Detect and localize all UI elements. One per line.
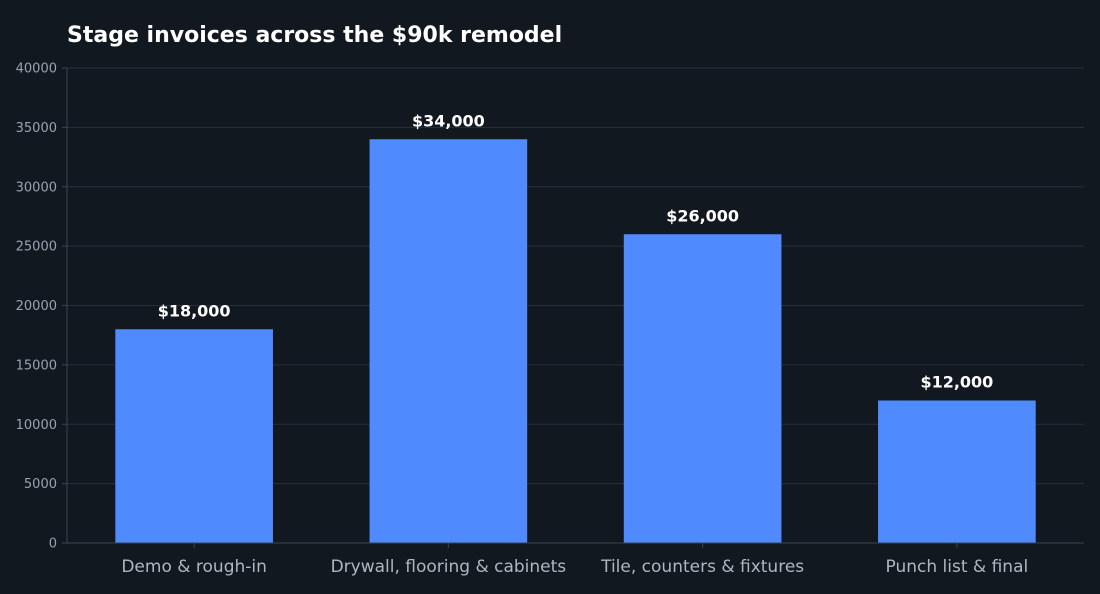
y-tick-label: 5000	[24, 477, 57, 492]
bar-value-label: $26,000	[666, 206, 739, 225]
x-tick-label: Tile, counters & fixtures	[600, 557, 804, 577]
y-tick-label: 0	[49, 537, 57, 552]
bar-value-label: $34,000	[412, 111, 485, 130]
bar-value-label: $12,000	[920, 373, 993, 392]
bar-layer	[115, 139, 1036, 543]
y-tick-label: 35000	[16, 121, 57, 136]
bar	[623, 234, 782, 543]
bar	[369, 139, 528, 543]
bar	[115, 329, 273, 543]
x-tick-label: Punch list & final	[886, 557, 1029, 577]
x-tick-label: Drywall, flooring & cabinets	[331, 557, 567, 577]
axis-layer: 0 5000 10000 15000 20000 25000 30000 35000 40000…	[16, 62, 1084, 577]
y-tick-label: 15000	[16, 358, 57, 373]
y-tick-label: 30000	[16, 180, 57, 195]
y-tick-label: 40000	[16, 62, 57, 77]
y-tick-label: 10000	[16, 418, 57, 433]
y-tick-label: 20000	[16, 299, 57, 314]
bar-value-label: $18,000	[158, 301, 231, 320]
bar	[878, 400, 1036, 543]
label-layer: $18,000 $34,000 $26,000 $12,000	[158, 111, 994, 391]
y-tick-label: 25000	[16, 240, 57, 255]
x-tick-label: Demo & rough-in	[121, 557, 267, 577]
chart-title: Stage invoices across the $90k remodel	[67, 23, 562, 48]
